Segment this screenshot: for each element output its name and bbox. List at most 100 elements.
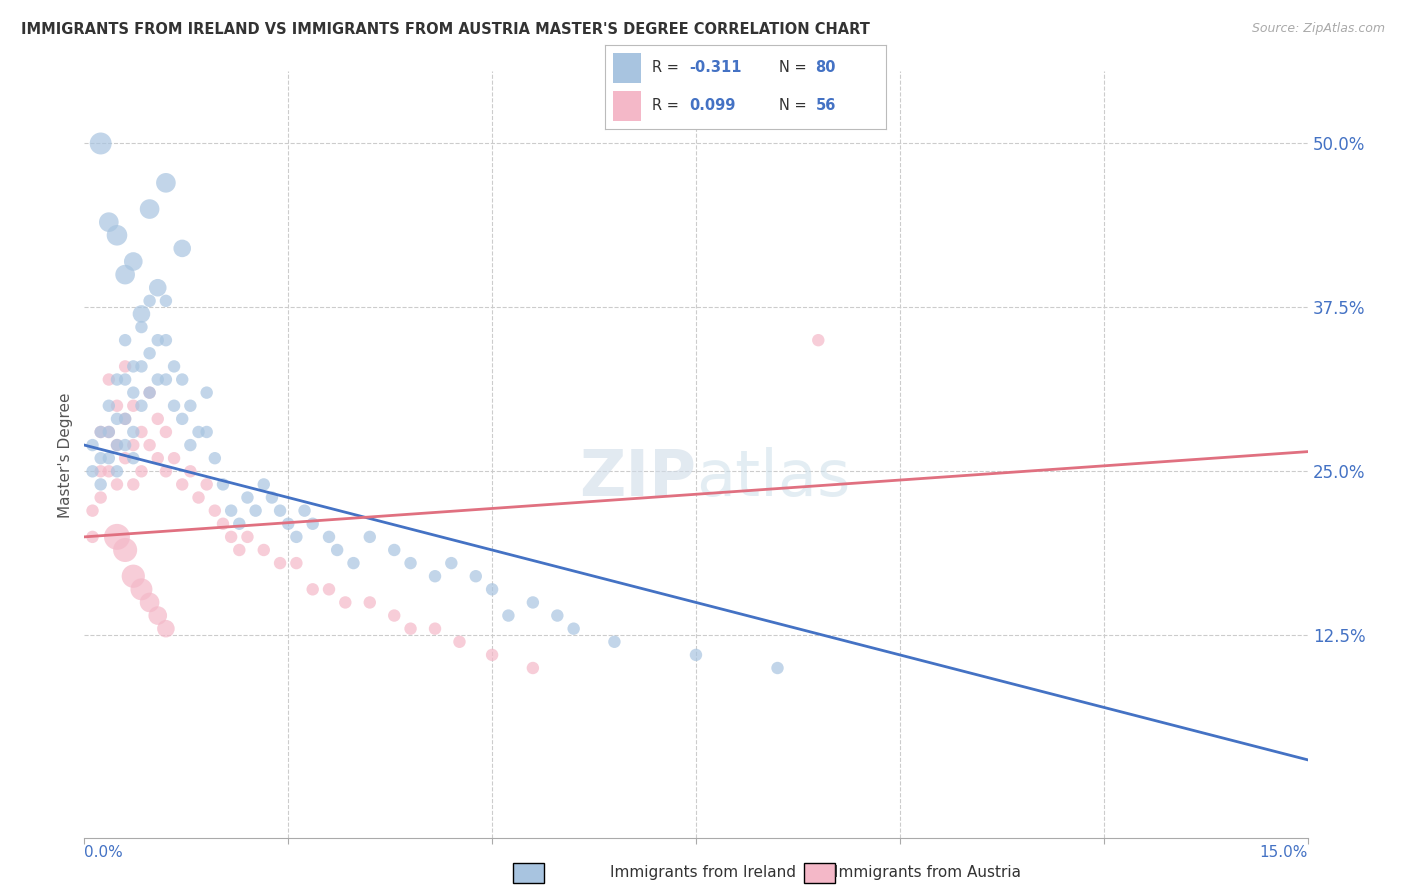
Point [172, 412, 194, 426]
Point [82, 464, 104, 478]
Point [97, 451, 120, 466]
Point [522, 661, 544, 675]
Point [294, 503, 316, 517]
Point [522, 595, 544, 609]
Point [97, 372, 120, 386]
Point [562, 622, 585, 636]
Point [498, 608, 520, 623]
Point [122, 451, 145, 466]
Text: Immigrants from Austria: Immigrants from Austria [834, 865, 1022, 880]
Point [423, 622, 446, 636]
Point [546, 608, 568, 623]
Point [285, 556, 308, 570]
Point [187, 425, 209, 439]
Point [277, 516, 299, 531]
Point [97, 215, 120, 229]
Point [146, 608, 169, 623]
Y-axis label: Master's Degree: Master's Degree [58, 392, 73, 517]
Text: N =: N = [779, 60, 811, 75]
Point [131, 425, 153, 439]
Point [131, 307, 153, 321]
Point [155, 464, 177, 478]
Point [146, 451, 169, 466]
Point [105, 530, 128, 544]
Point [179, 464, 201, 478]
Point [204, 503, 226, 517]
Point [105, 438, 128, 452]
Point [82, 438, 104, 452]
Point [399, 556, 422, 570]
Point [105, 477, 128, 491]
Point [138, 385, 160, 400]
Point [155, 622, 177, 636]
Point [212, 516, 235, 531]
Point [105, 412, 128, 426]
Point [440, 556, 463, 570]
Point [138, 202, 160, 216]
Point [138, 293, 160, 308]
Point [105, 464, 128, 478]
Point [138, 385, 160, 400]
Point [90, 451, 112, 466]
Point [449, 634, 471, 648]
Point [97, 425, 120, 439]
Point [382, 543, 405, 558]
Point [179, 399, 201, 413]
Point [163, 359, 186, 374]
Point [97, 464, 120, 478]
Point [219, 530, 242, 544]
Point [90, 464, 112, 478]
Point [195, 385, 218, 400]
Point [155, 372, 177, 386]
Point [146, 281, 169, 295]
Point [172, 241, 194, 255]
Point [382, 608, 405, 623]
Point [122, 569, 145, 583]
Point [464, 569, 486, 583]
Point [155, 333, 177, 347]
Point [122, 385, 145, 400]
Point [146, 372, 169, 386]
Point [155, 176, 177, 190]
Text: Immigrants from Ireland: Immigrants from Ireland [610, 865, 796, 880]
Point [172, 477, 194, 491]
Point [269, 556, 291, 570]
Point [195, 425, 218, 439]
Point [122, 477, 145, 491]
Point [399, 622, 422, 636]
Point [114, 333, 136, 347]
Text: 56: 56 [815, 98, 835, 113]
Point [131, 464, 153, 478]
Point [114, 359, 136, 374]
Text: 80: 80 [815, 60, 837, 75]
Point [155, 293, 177, 308]
Point [163, 451, 186, 466]
Point [131, 359, 153, 374]
Point [187, 491, 209, 505]
Point [269, 503, 291, 517]
Point [90, 477, 112, 491]
Point [481, 582, 503, 597]
Point [114, 543, 136, 558]
Point [766, 661, 789, 675]
Point [146, 412, 169, 426]
Point [82, 503, 104, 517]
Point [114, 372, 136, 386]
Text: IMMIGRANTS FROM IRELAND VS IMMIGRANTS FROM AUSTRIA MASTER'S DEGREE CORRELATION C: IMMIGRANTS FROM IRELAND VS IMMIGRANTS FR… [21, 22, 870, 37]
Point [301, 582, 323, 597]
Point [236, 491, 259, 505]
Point [253, 477, 276, 491]
Text: Source: ZipAtlas.com: Source: ZipAtlas.com [1251, 22, 1385, 36]
Point [122, 359, 145, 374]
Point [260, 491, 283, 505]
FancyBboxPatch shape [613, 54, 641, 83]
Point [90, 425, 112, 439]
Point [131, 582, 153, 597]
Point [195, 477, 218, 491]
Point [359, 530, 381, 544]
Point [122, 425, 145, 439]
Point [105, 438, 128, 452]
Text: ZIP: ZIP [579, 447, 696, 509]
Point [114, 451, 136, 466]
Text: N =: N = [779, 98, 811, 113]
